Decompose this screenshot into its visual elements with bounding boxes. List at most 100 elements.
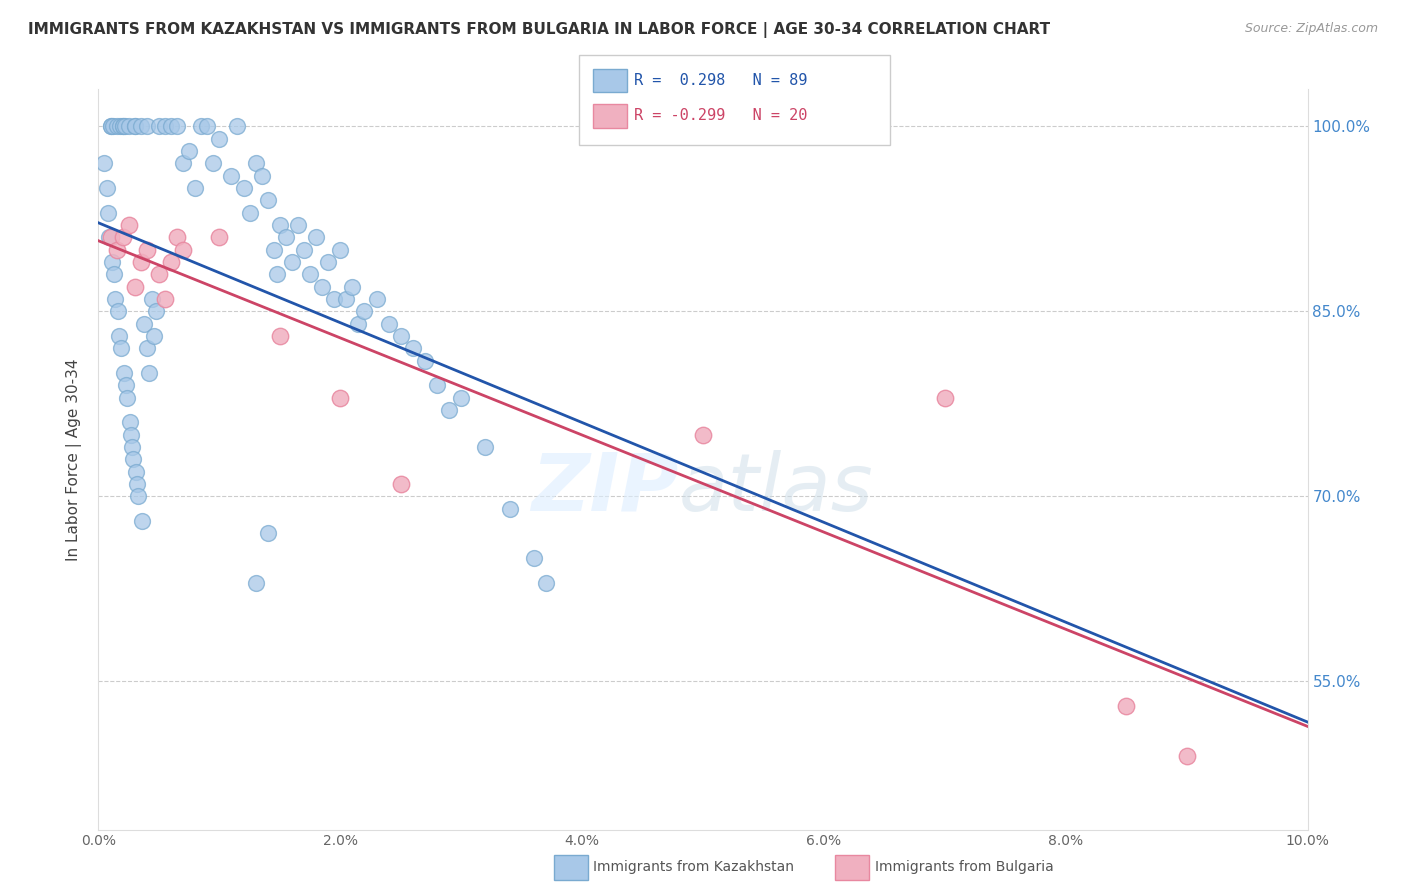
Point xyxy=(347,317,370,331)
Point xyxy=(135,341,157,355)
Point xyxy=(245,575,267,590)
Point xyxy=(474,440,496,454)
Point xyxy=(366,292,388,306)
Point xyxy=(450,391,472,405)
Point xyxy=(108,119,131,133)
Point xyxy=(129,119,152,133)
Point xyxy=(103,268,125,282)
Point xyxy=(93,156,115,170)
Text: Immigrants from Kazakhstan: Immigrants from Kazakhstan xyxy=(593,860,794,874)
Point xyxy=(239,205,262,219)
Point xyxy=(160,255,183,269)
Point xyxy=(934,391,956,405)
Point xyxy=(124,119,146,133)
Point xyxy=(160,119,183,133)
Point xyxy=(202,156,225,170)
Point xyxy=(107,304,129,318)
Point xyxy=(111,230,134,244)
Point xyxy=(1115,699,1137,714)
Point xyxy=(172,243,194,257)
Point xyxy=(316,255,339,269)
Point xyxy=(127,477,149,491)
Point xyxy=(692,427,714,442)
Point xyxy=(134,317,156,331)
Y-axis label: In Labor Force | Age 30-34: In Labor Force | Age 30-34 xyxy=(66,358,83,561)
Point xyxy=(266,268,288,282)
Point xyxy=(179,144,201,158)
Text: Immigrants from Bulgaria: Immigrants from Bulgaria xyxy=(875,860,1053,874)
Point xyxy=(104,292,127,306)
Point xyxy=(131,514,153,528)
Point xyxy=(141,292,163,306)
Point xyxy=(148,268,170,282)
Point xyxy=(153,292,176,306)
Point xyxy=(148,119,170,133)
Point xyxy=(184,181,207,195)
Point xyxy=(269,329,291,343)
Point xyxy=(145,304,167,318)
Point xyxy=(172,156,194,170)
Point xyxy=(100,119,122,133)
Point xyxy=(117,391,139,405)
Point xyxy=(245,156,267,170)
Point xyxy=(335,292,357,306)
Point xyxy=(256,193,278,207)
Point xyxy=(166,119,188,133)
Point xyxy=(305,230,328,244)
Point xyxy=(208,131,231,145)
Point xyxy=(120,427,142,442)
Text: Source: ZipAtlas.com: Source: ZipAtlas.com xyxy=(1244,22,1378,36)
Point xyxy=(226,119,249,133)
Point xyxy=(523,551,546,566)
Point xyxy=(389,329,412,343)
Point xyxy=(353,304,375,318)
Point xyxy=(389,477,412,491)
Point xyxy=(122,452,145,467)
Point xyxy=(195,119,218,133)
Point xyxy=(534,575,557,590)
Point xyxy=(105,243,128,257)
Point xyxy=(125,465,148,479)
Point xyxy=(426,378,449,392)
Point xyxy=(98,230,121,244)
Point xyxy=(115,378,138,392)
Point xyxy=(124,279,146,293)
Point xyxy=(269,218,291,232)
Point xyxy=(402,341,425,355)
Point xyxy=(1175,748,1198,763)
Point xyxy=(108,329,131,343)
Point xyxy=(263,243,285,257)
Point xyxy=(256,526,278,541)
Point xyxy=(323,292,346,306)
Point xyxy=(498,501,520,516)
Point xyxy=(127,489,149,503)
Point xyxy=(166,230,188,244)
Text: R = -0.299   N = 20: R = -0.299 N = 20 xyxy=(634,109,807,123)
Point xyxy=(129,255,152,269)
Point xyxy=(221,169,243,183)
Point xyxy=(118,415,141,429)
Point xyxy=(329,243,352,257)
Point xyxy=(437,403,460,417)
Text: R =  0.298   N = 89: R = 0.298 N = 89 xyxy=(634,73,807,87)
Point xyxy=(105,119,128,133)
Point xyxy=(121,440,143,454)
Text: atlas: atlas xyxy=(679,450,873,528)
Point xyxy=(97,205,120,219)
Point xyxy=(281,255,304,269)
Text: ZIP: ZIP xyxy=(531,450,679,528)
Point xyxy=(135,119,157,133)
Point xyxy=(292,243,315,257)
Point xyxy=(110,341,132,355)
Point xyxy=(143,329,166,343)
Point xyxy=(124,119,146,133)
Point xyxy=(100,255,122,269)
Point xyxy=(112,366,135,380)
Point xyxy=(190,119,212,133)
Point xyxy=(100,230,122,244)
Point xyxy=(413,353,436,368)
Point xyxy=(101,119,124,133)
Point xyxy=(153,119,176,133)
Point xyxy=(287,218,309,232)
Point xyxy=(377,317,399,331)
